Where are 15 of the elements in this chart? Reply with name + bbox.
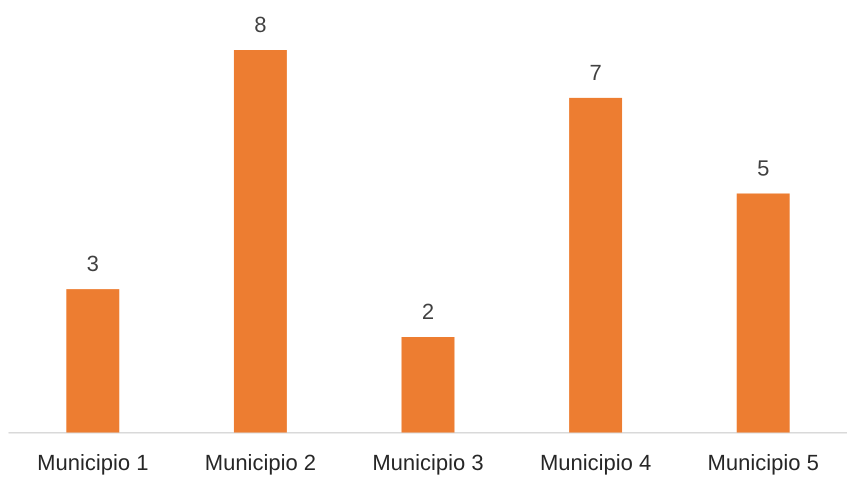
x-tick-label: Municipio 1 [37,450,148,475]
data-label: 2 [422,298,434,324]
x-tick-label: Municipio 5 [708,450,819,475]
data-label: 8 [254,12,267,37]
bar [66,289,120,433]
bar [234,50,287,433]
x-tick-label: Municipio 2 [204,450,316,475]
bar [402,336,454,433]
x-tick-label: Municipio 4 [540,450,652,475]
data-label: 5 [757,155,770,180]
bar [569,98,622,433]
x-tick-label: Municipio 3 [372,450,484,475]
data-label: 7 [589,60,602,85]
bar [736,193,790,433]
data-label: 3 [86,251,99,276]
